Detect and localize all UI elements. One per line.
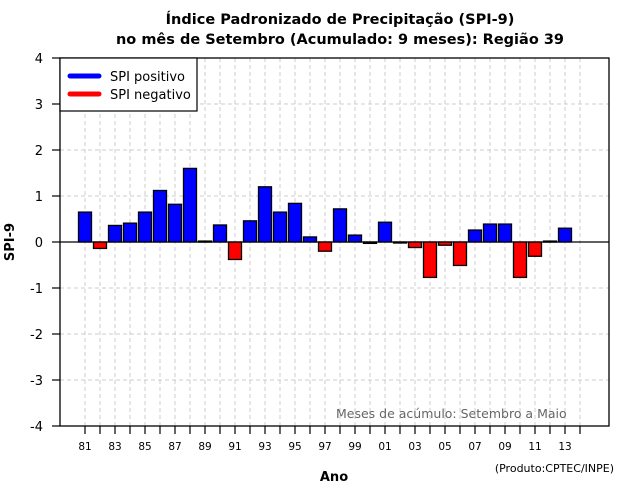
bar-2013 bbox=[557, 227, 573, 243]
bar-1998 bbox=[332, 208, 348, 243]
y-tick-label: -3 bbox=[30, 374, 43, 389]
x-tick-label: 11 bbox=[528, 441, 541, 453]
bar-2008 bbox=[482, 223, 498, 243]
y-tick-label: 3 bbox=[35, 98, 43, 113]
bar-1994 bbox=[272, 211, 288, 243]
y-tick-label: 0 bbox=[35, 236, 43, 251]
y-tick-label: 4 bbox=[35, 52, 43, 67]
bar-1999 bbox=[347, 234, 363, 243]
bar-2003 bbox=[407, 241, 423, 249]
x-tick-label: 05 bbox=[438, 441, 451, 453]
bar-2004 bbox=[422, 241, 438, 279]
legend-label-positive: SPI positivo bbox=[110, 70, 185, 85]
bar-1986 bbox=[152, 189, 168, 243]
x-tick-label: 09 bbox=[498, 441, 511, 453]
x-tick-label: 85 bbox=[138, 441, 151, 453]
y-tick-label: -2 bbox=[30, 328, 43, 343]
legend: SPI positivo SPI negativo bbox=[59, 57, 198, 112]
bar-1983 bbox=[107, 224, 123, 243]
bar-1995 bbox=[287, 202, 303, 243]
chart-title-line-1: Índice Padronizado de Precipitação (SPI-… bbox=[166, 11, 515, 28]
legend-box bbox=[59, 57, 198, 112]
product-credit: (Produto:CPTEC/INPE) bbox=[495, 462, 614, 475]
y-axis-label: SPI-9 bbox=[3, 223, 18, 261]
y-tick-label: -4 bbox=[30, 420, 43, 435]
bar-1988 bbox=[182, 167, 198, 243]
x-tick-label: 93 bbox=[258, 441, 271, 453]
x-tick-label: 95 bbox=[288, 441, 301, 453]
y-tick-label: -1 bbox=[30, 282, 43, 297]
bar-2009 bbox=[497, 223, 513, 243]
x-tick-label: 99 bbox=[348, 441, 361, 453]
bar-1982 bbox=[92, 241, 108, 250]
x-tick-label: 89 bbox=[198, 441, 211, 453]
bar-1985 bbox=[137, 211, 153, 243]
bar-2011 bbox=[527, 241, 543, 257]
bar-2010 bbox=[512, 241, 528, 279]
x-tick-label: 03 bbox=[408, 441, 421, 453]
chart-title-line-2: no mês de Setembro (Acumulado: 9 meses):… bbox=[116, 32, 564, 48]
bar-2007 bbox=[467, 229, 483, 243]
bar-2001 bbox=[377, 221, 393, 243]
x-tick-label: 91 bbox=[228, 441, 241, 453]
y-tick-label: 1 bbox=[35, 190, 43, 205]
legend-label-negative: SPI negativo bbox=[110, 88, 191, 103]
x-tick-label: 87 bbox=[168, 441, 181, 453]
x-tick-label: 07 bbox=[468, 441, 481, 453]
x-axis-label: Ano bbox=[320, 470, 348, 485]
x-tick-label: 83 bbox=[108, 441, 121, 453]
bar-1992 bbox=[242, 220, 258, 243]
accumulation-note: Meses de acúmulo: Setembro a Maio bbox=[336, 406, 567, 421]
x-tick-label: 13 bbox=[558, 441, 571, 453]
bar-1987 bbox=[167, 203, 183, 243]
y-axis: -4 -3 -2 -1 0 1 2 3 4 bbox=[30, 52, 60, 435]
bar-1981 bbox=[77, 211, 93, 243]
x-tick-label: 81 bbox=[78, 441, 91, 453]
bar-1997 bbox=[317, 241, 333, 252]
bar-1993 bbox=[257, 186, 273, 243]
bar-1996 bbox=[302, 236, 318, 243]
y-tick-label: 2 bbox=[35, 144, 43, 159]
bars bbox=[77, 167, 573, 279]
bar-2006 bbox=[452, 241, 468, 267]
bar-1991 bbox=[227, 241, 243, 261]
x-axis: 81 83 85 87 89 91 93 95 97 99 01 03 05 07 09 11 13 bbox=[78, 426, 581, 453]
bar-1984 bbox=[122, 222, 138, 243]
bar-1990 bbox=[212, 224, 228, 243]
x-tick-label: 01 bbox=[378, 441, 391, 453]
x-tick-label: 97 bbox=[318, 441, 331, 453]
